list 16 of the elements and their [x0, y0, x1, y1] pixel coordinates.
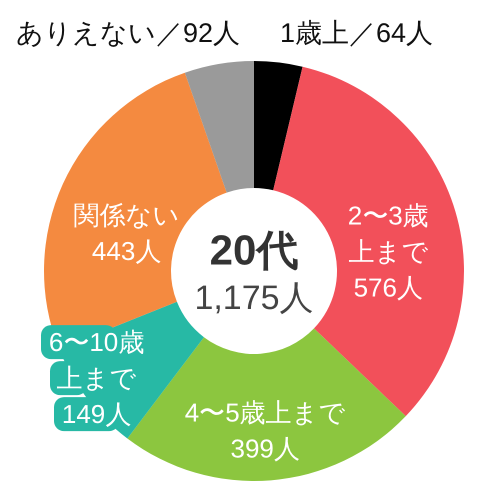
slice-label: 4〜5歳上まで — [184, 398, 346, 428]
data-label: 149人 — [62, 399, 132, 430]
data-label: 399人 — [230, 434, 300, 464]
text: 20代 — [210, 226, 298, 274]
text: 1,175人 — [194, 279, 314, 317]
donut-slice — [184, 61, 254, 193]
data-label: ／92人 — [156, 18, 240, 48]
data-label: 443人 — [92, 236, 162, 266]
data-label: 576人 — [354, 272, 423, 302]
slice-label: 6〜10歳上まで — [48, 327, 144, 394]
donut-slice — [254, 61, 303, 190]
slice-label: ありえない — [16, 18, 156, 48]
slice-label: 関係ない — [74, 200, 180, 230]
slice-label: 2〜3歳上まで — [348, 200, 429, 266]
data-label: ／64人 — [349, 18, 434, 48]
slice-label: 1歳上 — [280, 18, 350, 48]
